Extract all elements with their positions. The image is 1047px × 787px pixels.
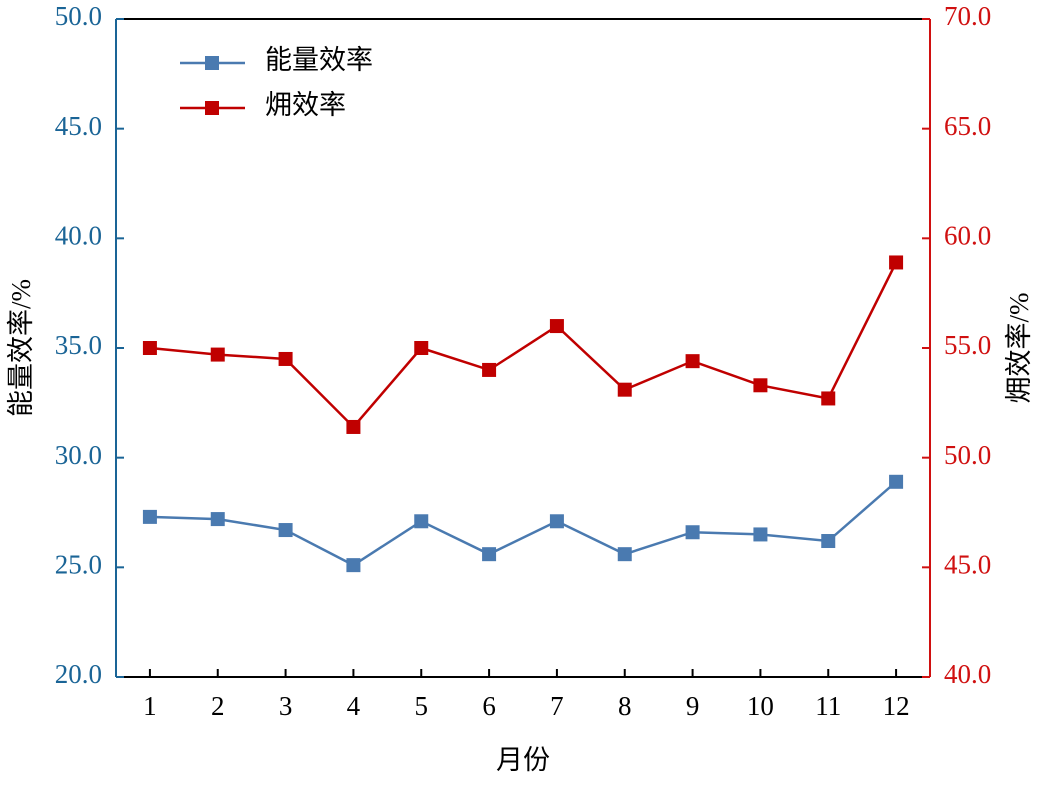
data-point [142, 341, 157, 355]
x-tick-label: 7 [550, 691, 564, 721]
data-point [210, 347, 225, 362]
x-tick-label: 4 [347, 691, 361, 721]
legend-marker [205, 101, 219, 115]
data-point [549, 514, 564, 529]
series-line [149, 480, 897, 567]
y2-tick-label: 60.0 [944, 221, 991, 251]
data-point [617, 547, 632, 562]
x-tick-label: 10 [747, 691, 774, 721]
data-point [821, 534, 836, 549]
y-tick-label: 40.0 [55, 221, 102, 251]
x-tick-label: 9 [686, 691, 700, 721]
data-point [753, 527, 768, 542]
y-tick-label: 45.0 [55, 111, 102, 141]
y2-tick-label: 40.0 [944, 659, 991, 689]
data-point [414, 514, 429, 529]
x-tick-label: 12 [883, 691, 910, 721]
data-point [821, 391, 836, 406]
data-point [278, 351, 293, 366]
y2-tick-label: 45.0 [944, 550, 991, 580]
x-tick-label: 11 [815, 691, 841, 721]
y2-tick-label: 55.0 [944, 330, 991, 360]
data-point [346, 419, 361, 434]
legend-marker [205, 56, 219, 70]
data-point [753, 378, 768, 393]
y-axis-title: 能量效率/% [6, 279, 36, 417]
y2-tick-label: 70.0 [944, 1, 991, 31]
data-point [549, 319, 564, 334]
data-point [617, 382, 632, 397]
x-tick-label: 6 [482, 691, 496, 721]
series-line [149, 261, 898, 429]
x-tick-label: 8 [618, 691, 632, 721]
data-point [278, 523, 293, 538]
y-tick-label: 20.0 [55, 659, 102, 689]
x-tick-label: 2 [211, 691, 225, 721]
y-tick-label: 30.0 [55, 440, 102, 470]
y-tick-label: 50.0 [55, 1, 102, 31]
legend-label: 能量效率 [265, 45, 373, 75]
data-point [346, 558, 361, 573]
data-point [889, 255, 904, 270]
data-point [482, 547, 497, 562]
y2-axis-title: 㶲效率/% [1004, 293, 1034, 404]
y2-tick-label: 65.0 [944, 111, 991, 141]
y2-tick-label: 50.0 [944, 440, 991, 470]
x-tick-label: 3 [279, 691, 293, 721]
data-point [142, 509, 157, 524]
data-point [210, 512, 225, 527]
y-tick-label: 35.0 [55, 330, 102, 360]
legend-label: 㶲效率 [265, 90, 346, 120]
data-point [414, 341, 429, 355]
data-point [685, 525, 700, 540]
data-point [889, 474, 904, 489]
x-tick-label: 5 [415, 691, 429, 721]
data-point [482, 362, 497, 377]
y-tick-label: 25.0 [55, 550, 102, 580]
x-tick-label: 1 [143, 691, 157, 721]
x-axis-title: 月份 [496, 745, 550, 775]
data-point [685, 354, 700, 369]
